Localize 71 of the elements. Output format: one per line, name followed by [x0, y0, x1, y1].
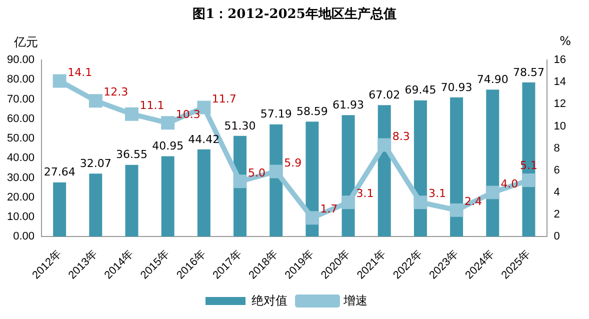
point: [305, 211, 319, 225]
bar: [161, 156, 174, 237]
data-label: 4.0: [500, 177, 518, 190]
data-label: 69.45: [404, 84, 436, 97]
data-label: 57.19: [260, 108, 292, 121]
data-label: 11.1: [140, 98, 164, 112]
point: [125, 107, 138, 121]
point: [522, 174, 536, 188]
y2-tick-label: 8: [554, 142, 560, 154]
legend-label: 增速: [342, 293, 368, 308]
y-tick-label: 70.00: [6, 93, 35, 106]
y2-tick-label: 14: [554, 76, 566, 88]
y-tick-label: 60.00: [6, 112, 35, 125]
point: [52, 74, 66, 88]
data-label: 44.42: [188, 132, 220, 146]
y2-tick-label: 2: [554, 208, 560, 221]
bar: [486, 90, 500, 237]
data-label: 3.1: [356, 187, 374, 200]
data-label: 27.64: [44, 166, 76, 179]
data-label: 78.57: [512, 66, 544, 79]
data-label: 58.59: [296, 104, 328, 118]
bar: [450, 97, 464, 237]
y2-tick-label: 6: [554, 164, 560, 176]
y2-tick-label: 10: [554, 120, 566, 132]
data-label: 40.95: [152, 140, 184, 153]
data-label: 32.07: [80, 157, 112, 170]
chart-title: 图1：2012-2025年地区生产总值: [192, 6, 398, 24]
y-tick-label: 80.00: [6, 74, 35, 86]
data-label: 5.0: [248, 166, 266, 180]
data-label: 61.93: [332, 98, 364, 112]
data-label: 5.9: [284, 156, 302, 170]
point: [233, 174, 247, 188]
y-tick-label: 20.00: [6, 191, 35, 204]
y2-tick-label: 16: [554, 54, 566, 66]
y-tick-label: 90.00: [6, 54, 35, 66]
data-label: 10.3: [176, 108, 200, 121]
y2-axis-title: %: [560, 34, 571, 48]
data-label: 67.02: [368, 88, 400, 102]
y2-tick-label: 0: [554, 230, 560, 243]
y2-tick-label: 12: [554, 98, 566, 110]
data-label: 51.30: [224, 119, 256, 132]
bar: [125, 164, 138, 237]
data-label: 12.3: [104, 86, 128, 99]
y2-tick-label: 4: [554, 186, 560, 198]
data-label: 70.93: [440, 80, 472, 94]
point: [269, 164, 283, 178]
point: [161, 116, 175, 130]
y-tick-label: 40.00: [6, 152, 35, 164]
point: [342, 196, 356, 210]
point: [486, 186, 500, 200]
data-label: 36.55: [116, 148, 148, 162]
data-label: 3.1: [428, 187, 446, 200]
data-label: 1.7: [320, 202, 338, 216]
data-label: 8.3: [392, 130, 410, 143]
point: [378, 138, 392, 152]
point: [450, 203, 464, 217]
y-tick-label: 10.00: [6, 210, 35, 223]
bar: [53, 182, 66, 237]
data-label: 14.1: [68, 66, 92, 79]
y-tick-label: 30.00: [6, 172, 35, 184]
point: [414, 196, 428, 210]
point: [88, 94, 102, 108]
data-label: 11.7: [212, 92, 236, 106]
data-label: 74.90: [476, 72, 508, 86]
y-tick-label: 0.00: [13, 230, 35, 243]
y-tick-label: 50.00: [6, 132, 35, 145]
bar: [197, 149, 210, 237]
bar: [89, 174, 102, 237]
data-label: 2.4: [464, 194, 482, 208]
legend-label: 绝对值: [252, 293, 288, 308]
y-axis-title: 亿元: [14, 34, 38, 51]
